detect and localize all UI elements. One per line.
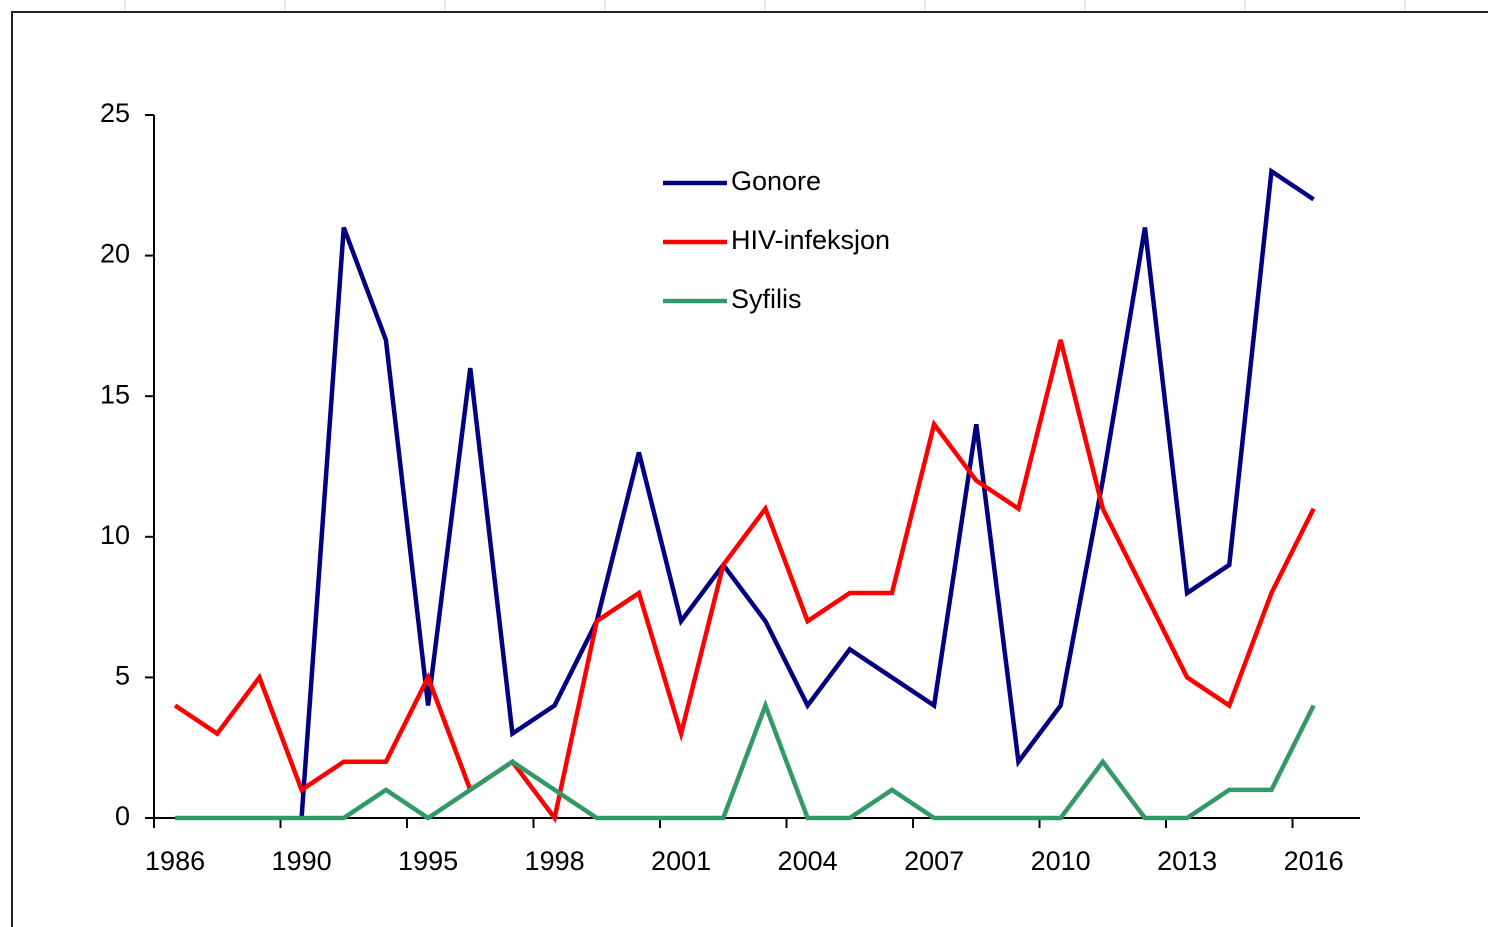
legend-label: Gonore xyxy=(731,166,821,196)
x-tick-label: 1998 xyxy=(525,846,585,876)
line-series xyxy=(175,699,1316,821)
legend-label: HIV-infeksjon xyxy=(731,225,890,255)
x-tick-label: 2013 xyxy=(1157,846,1217,876)
x-tick-label: 1990 xyxy=(272,846,332,876)
x-tick-label: 2016 xyxy=(1284,846,1344,876)
y-tick-label: 0 xyxy=(115,801,130,831)
y-tick-label: 5 xyxy=(115,661,130,691)
y-tick-label: 20 xyxy=(100,239,130,269)
y-tick-label: 10 xyxy=(100,520,130,550)
x-tick-label: 1986 xyxy=(145,846,205,876)
chart-border xyxy=(11,11,1488,927)
line-series xyxy=(173,339,1316,824)
x-tick-label: 2007 xyxy=(904,846,964,876)
x-tick-label: 2001 xyxy=(651,846,711,876)
legend-label: Syfilis xyxy=(731,284,802,314)
y-tick-label: 25 xyxy=(100,98,130,128)
x-tick-label: 1995 xyxy=(398,846,458,876)
line-series xyxy=(299,167,1315,819)
x-tick-label: 2004 xyxy=(778,846,838,876)
y-tick-label: 15 xyxy=(100,379,130,409)
legend: Gonore HIV-infeksjon Syfilis xyxy=(663,166,890,314)
sheet-grid xyxy=(124,0,1406,10)
x-tick-label: 2010 xyxy=(1031,846,1091,876)
